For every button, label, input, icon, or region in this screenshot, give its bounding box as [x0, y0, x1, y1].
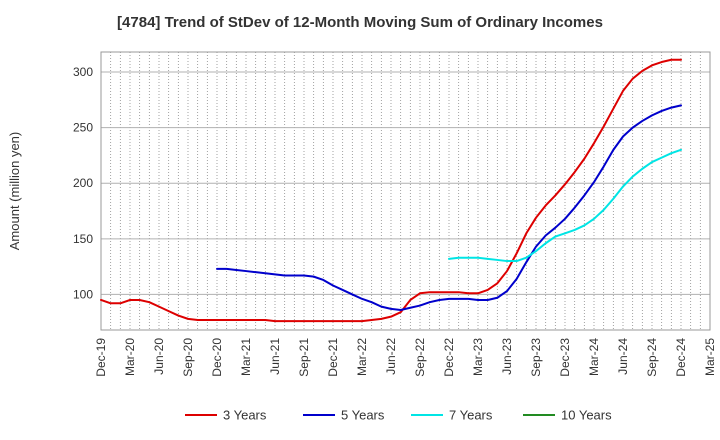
y-tick-label: 300 [73, 65, 93, 79]
plot-border [100, 51, 711, 331]
x-tick-label: Dec-21 [326, 338, 340, 377]
legend-item-5-years: 5 Years [303, 408, 385, 423]
legend: 3 Years 5 Years 7 Years 10 Years [185, 408, 612, 423]
x-tick-label: Dec-23 [558, 338, 572, 377]
x-tick-label: Dec-20 [210, 338, 224, 377]
x-tick-label: Sep-22 [413, 338, 427, 377]
x-tick-label: Mar-20 [123, 338, 137, 376]
legend-item-7-years: 7 Years [411, 408, 493, 423]
x-tick-label: Jun-22 [384, 338, 398, 375]
x-tick-label: Jun-21 [268, 338, 282, 375]
x-tick-label: Sep-24 [645, 338, 659, 377]
x-tick-label: Mar-21 [239, 338, 253, 376]
x-tick-label: Mar-23 [471, 338, 485, 376]
y-tick-label: 150 [73, 232, 93, 246]
grid [101, 52, 710, 330]
legend-label: 5 Years [341, 408, 385, 423]
y-tick-label: 200 [73, 176, 93, 190]
series-line-5-years [216, 104, 682, 311]
x-tick-label: Dec-19 [94, 338, 108, 377]
legend-label: 10 Years [561, 408, 612, 423]
series-line-3-years [100, 58, 682, 323]
x-tick-label: Dec-22 [442, 338, 456, 377]
y-tick-label: 250 [73, 121, 93, 135]
chart-title: [4784] Trend of StDev of 12-Month Moving… [117, 14, 603, 31]
series-layer [100, 58, 682, 323]
x-tick-label: Jun-23 [500, 338, 514, 375]
y-axis-label: Amount (million yen) [7, 132, 22, 251]
x-tick-label: Mar-22 [355, 338, 369, 376]
x-tick-label: Mar-25 [703, 338, 717, 376]
legend-item-10-years: 10 Years [523, 408, 612, 423]
x-tick-label: Sep-23 [529, 338, 543, 377]
legend-label: 7 Years [449, 408, 493, 423]
x-tick-label: Jun-20 [152, 338, 166, 375]
y-tick-label: 100 [73, 287, 93, 301]
plot-frame [100, 51, 711, 331]
x-tick-label: Dec-24 [674, 338, 688, 377]
x-tick-label: Jun-24 [616, 338, 630, 375]
x-axis: Dec-19 Mar-20 Jun-20 Sep-20 Dec-20 Mar-21 Jun-… [94, 338, 717, 377]
series-line-7-years [448, 148, 682, 263]
legend-item-3-years: 3 Years [185, 408, 267, 423]
x-tick-label: Mar-24 [587, 338, 601, 376]
x-tick-label: Sep-21 [297, 338, 311, 377]
legend-label: 3 Years [223, 408, 267, 423]
y-axis: 100 150 200 250 300 [73, 65, 93, 301]
x-tick-label: Sep-20 [181, 338, 195, 377]
